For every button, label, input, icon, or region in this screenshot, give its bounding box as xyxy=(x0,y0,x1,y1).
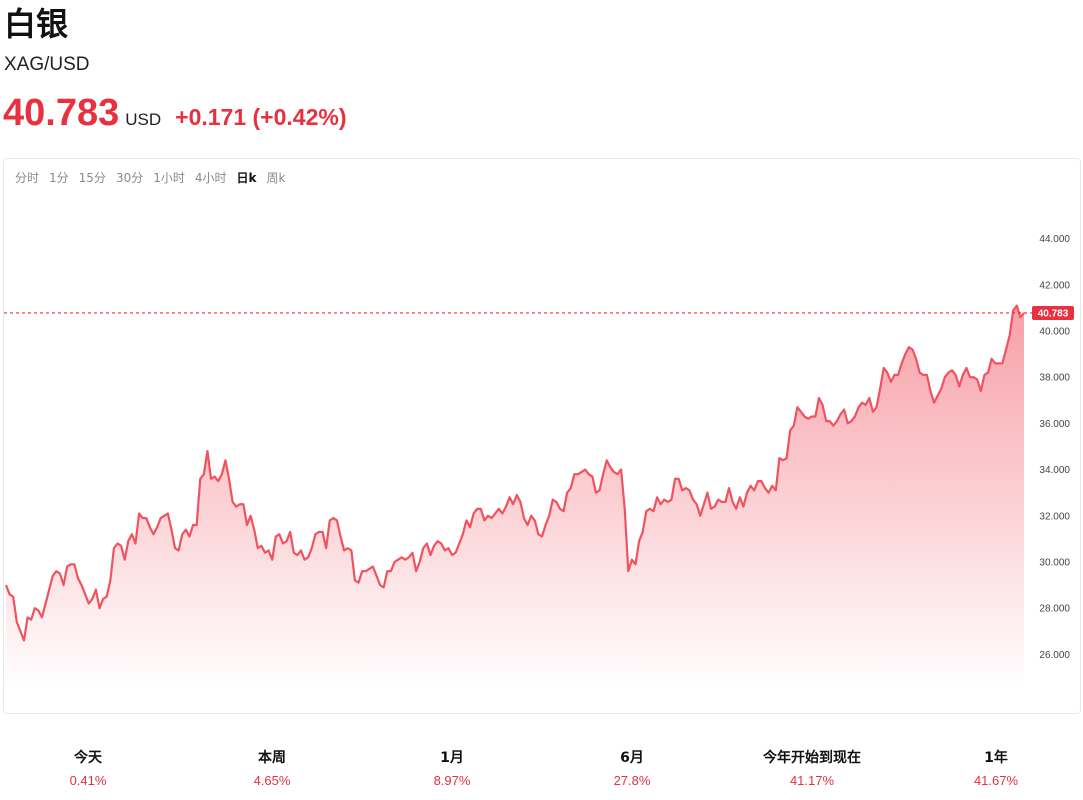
perf-label: 1月 xyxy=(440,750,464,766)
perf-value: 41.67% xyxy=(973,773,1019,788)
x-tick-label: 8月 xyxy=(22,695,38,707)
last-price-badge xyxy=(1032,305,1074,320)
y-tick-label: 44.000 xyxy=(1039,234,1070,245)
x-tick-label: 3月 xyxy=(540,695,556,707)
perf-label: 今年开始到现在 xyxy=(763,750,861,766)
y-tick-label: 36.000 xyxy=(1039,419,1070,430)
last-price-label: 40.783 xyxy=(1038,308,1069,319)
x-tick-label: 9月 xyxy=(996,695,1012,707)
perf-label: 今天 xyxy=(74,750,102,766)
performance-summary: 今天 0.41% 本周 4.65% 1月 8.97% 6月 27.8% 今年开始… xyxy=(0,748,1083,798)
tab-15min[interactable]: 15分 xyxy=(78,171,106,185)
x-axis: 8月 9月 10月 11月 12月 2025年 2月 3月 4月 5月 6月 7月 8月 9月 xyxy=(22,694,1012,707)
tab-1hour[interactable]: 1小时 xyxy=(153,171,185,185)
x-tick-label: 12月 xyxy=(328,695,349,707)
perf-week: 本周 4.65% xyxy=(254,748,291,789)
price-area-fill xyxy=(6,305,1024,689)
tab-weekly[interactable]: 周k xyxy=(266,171,286,185)
current-price: 40.783 xyxy=(3,92,120,134)
price-line xyxy=(4,304,1025,642)
perf-value: 8.97% xyxy=(433,773,471,788)
y-tick-label: 42.000 xyxy=(1039,280,1070,291)
x-tick-label: 11月 xyxy=(253,695,273,707)
y-tick-label: 38.000 xyxy=(1039,373,1070,384)
page-title: 白银 xyxy=(4,5,69,43)
perf-value: 4.65% xyxy=(253,773,291,788)
symbol-label: XAG/USD xyxy=(4,54,90,75)
y-tick-label: 28.000 xyxy=(1039,604,1070,615)
y-tick-label: 30.000 xyxy=(1039,557,1070,568)
perf-value: 27.8% xyxy=(613,773,651,788)
perf-value: 41.17% xyxy=(789,773,835,788)
price-change: +0.171 (+0.42%) xyxy=(175,104,347,130)
x-tick-label: 4月 xyxy=(615,695,631,707)
tab-30min[interactable]: 30分 xyxy=(115,171,144,185)
x-tick-label: 6月 xyxy=(766,695,782,707)
price-row: 40.783 USD +0.171 (+0.42%) xyxy=(3,92,346,138)
tab-daily[interactable]: 日k xyxy=(236,171,257,185)
price-area xyxy=(4,304,1025,689)
x-tick-label: 9月 xyxy=(97,695,113,707)
perf-ytd: 今年开始到现在 41.17% xyxy=(763,748,861,789)
y-tick-label: 40.000 xyxy=(1039,327,1070,338)
perf-6month: 6月 27.8% xyxy=(614,748,651,789)
last-price-marker: 40.783 xyxy=(4,305,1074,320)
chart-card: 分时 1分 15分 30分 1小时 4小时 日k 周k 26.000 28.000… xyxy=(3,158,1081,714)
perf-today: 今天 0.41% xyxy=(70,748,107,789)
x-tick-label: 2月 xyxy=(471,695,487,707)
tab-1min[interactable]: 1分 xyxy=(49,171,69,185)
price-chart[interactable]: 26.000 28.000 30.000 32.000 34.000 36.000 38.0… xyxy=(4,159,1080,713)
perf-label: 本周 xyxy=(258,750,286,766)
x-tick-label: 7月 xyxy=(842,695,858,707)
tab-4hour[interactable]: 4小时 xyxy=(194,171,227,185)
perf-label: 6月 xyxy=(620,750,644,766)
x-tick-label: 5月 xyxy=(691,695,707,707)
currency-label: USD xyxy=(125,110,162,129)
y-tick-label: 34.000 xyxy=(1039,465,1070,476)
tab-intraday[interactable]: 分时 xyxy=(15,171,40,185)
x-tick-label: 2025年 xyxy=(395,694,427,707)
y-tick-label: 32.000 xyxy=(1039,511,1070,522)
x-tick-label: 10月 xyxy=(170,695,191,707)
perf-label: 1年 xyxy=(984,750,1008,766)
perf-1month: 1月 8.97% xyxy=(434,748,471,789)
y-axis: 26.000 28.000 30.000 32.000 34.000 36.000 38.0… xyxy=(1039,234,1070,661)
timeframe-tabs: 分时 1分 15分 30分 1小时 4小时 日k 周k xyxy=(10,170,290,186)
perf-1year: 1年 41.67% xyxy=(974,748,1018,789)
x-tick-label: 8月 xyxy=(924,695,940,707)
perf-value: 0.41% xyxy=(69,773,107,788)
y-tick-label: 26.000 xyxy=(1039,650,1070,661)
